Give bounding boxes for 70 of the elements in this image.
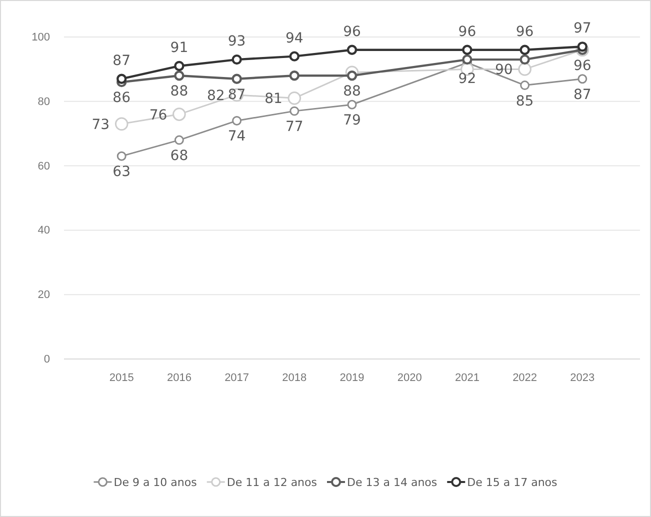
data-label: 81 [264,91,282,108]
point [232,74,242,84]
point [172,108,186,121]
data-label: 94 [285,30,304,46]
data-label: 93 [228,34,246,50]
data-label: 90 [494,62,513,78]
point [116,151,126,161]
y-tick-label: 0 [44,354,50,366]
data-label: 88 [343,84,361,100]
point [518,62,532,76]
data-label: 68 [170,148,188,164]
data-label: 73 [92,116,110,133]
data-label: 63 [112,164,131,180]
data-label: 87 [573,86,592,103]
x-tick-label: 2016 [166,372,192,384]
data-label: 92 [458,70,476,87]
data-label: 96 [458,24,476,40]
point [289,70,300,81]
x-tick-label: 2020 [397,372,422,384]
data-label: 74 [228,128,246,145]
point [232,54,242,65]
x-tick-label: 2021 [454,372,480,384]
legend-label: De 15 a 17 anos [467,476,558,489]
data-label: 96 [573,58,592,74]
x-tick-label: 2023 [570,372,595,384]
point [346,44,358,55]
data-label: 87 [112,52,131,69]
data-label: 96 [343,24,361,40]
data-label: 91 [170,40,188,56]
legend-label: De 13 a 14 anos [347,476,438,489]
x-tick-label: 2018 [282,372,307,384]
data-label: 87 [228,86,246,103]
point [347,100,357,110]
point [174,60,184,72]
data-label: 86 [112,90,131,106]
point [174,70,184,81]
point [290,106,300,116]
legend-label: De 11 a 12 anos [226,476,318,489]
legend-label: De 9 a 10 anos [114,476,198,489]
x-tick-label: 2017 [224,372,250,384]
data-label: 79 [343,112,361,129]
point [577,42,588,52]
y-tick-label: 40 [38,224,50,237]
x-tick-label: 2022 [512,372,538,384]
data-label: 77 [285,119,304,136]
data-label: 96 [516,24,534,40]
point [462,54,472,65]
point [232,116,242,126]
point [346,70,358,81]
x-tick-label: 2015 [109,372,134,384]
point [116,74,127,84]
point [114,117,128,131]
y-tick-label: 100 [32,32,50,44]
data-label: 88 [170,84,188,100]
point [520,54,530,65]
data-label: 76 [149,107,168,124]
point [462,44,472,55]
data-label: 85 [516,93,534,110]
y-tick-label: 20 [38,289,50,302]
y-tick-label: 80 [38,96,50,108]
point [174,135,184,145]
point [578,74,588,84]
y-tick-label: 60 [38,160,50,172]
point [288,92,302,105]
data-label: 82 [206,88,225,104]
x-tick-label: 2019 [340,372,364,384]
data-label: 97 [573,20,592,37]
point [289,51,300,62]
point [520,44,530,55]
point [520,80,530,90]
